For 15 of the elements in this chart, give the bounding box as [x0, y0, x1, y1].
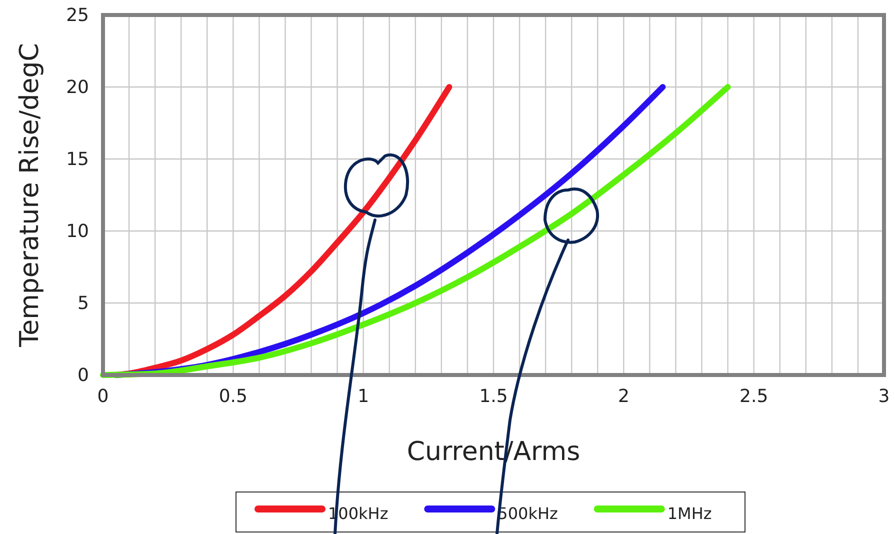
y-tick-label: 25 [66, 4, 89, 26]
y-axis-title: Temperature Rise/degC [15, 43, 45, 348]
legend-label: 1MHz [667, 504, 712, 523]
x-tick-label: 0 [97, 386, 109, 407]
y-tick-label: 0 [78, 364, 89, 386]
x-tick-label: 1 [358, 386, 370, 407]
x-tick-label: 3 [878, 386, 890, 407]
x-tick-label: 2.5 [740, 386, 768, 407]
y-tick-label: 10 [66, 220, 89, 242]
y-tick-label: 15 [66, 148, 89, 170]
x-tick-label: 2 [618, 386, 630, 407]
x-tick-label: 0.5 [218, 386, 248, 407]
x-tick-label: 1.5 [479, 386, 508, 407]
y-tick-label: 20 [66, 76, 89, 98]
y-tick-label: 5 [78, 292, 89, 314]
